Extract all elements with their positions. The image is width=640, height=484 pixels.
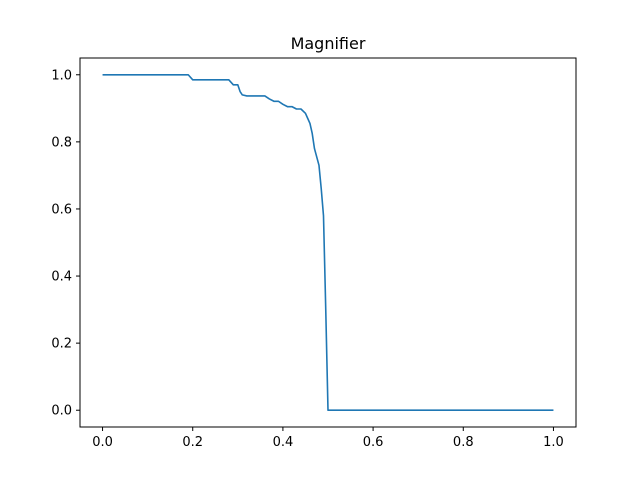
x-tick-label: 0.0 [92, 435, 113, 450]
y-tick-label: 0.8 [51, 135, 72, 150]
chart-title: Magnifier [291, 34, 366, 53]
x-tick-label: 0.8 [453, 435, 474, 450]
y-axis: 0.0 0.2 0.4 0.6 0.8 1.0 [51, 68, 80, 419]
y-tick-label: 0.4 [51, 270, 72, 285]
plot-frame [79, 57, 577, 428]
y-tick-label: 0.6 [51, 202, 72, 217]
x-tick-label: 0.2 [182, 435, 203, 450]
plot-series-group [102, 73, 554, 412]
x-tick-label: 0.6 [363, 435, 384, 450]
y-tick-label: 0.2 [51, 337, 72, 352]
y-tick-label: 0.0 [51, 404, 72, 419]
x-axis: 0.0 0.2 0.4 0.6 0.8 1.0 [92, 427, 564, 450]
x-tick-label: 0.4 [273, 435, 294, 450]
series-line-0 [102, 73, 554, 412]
y-tick-label: 1.0 [51, 68, 72, 83]
x-tick-label: 1.0 [543, 435, 564, 450]
